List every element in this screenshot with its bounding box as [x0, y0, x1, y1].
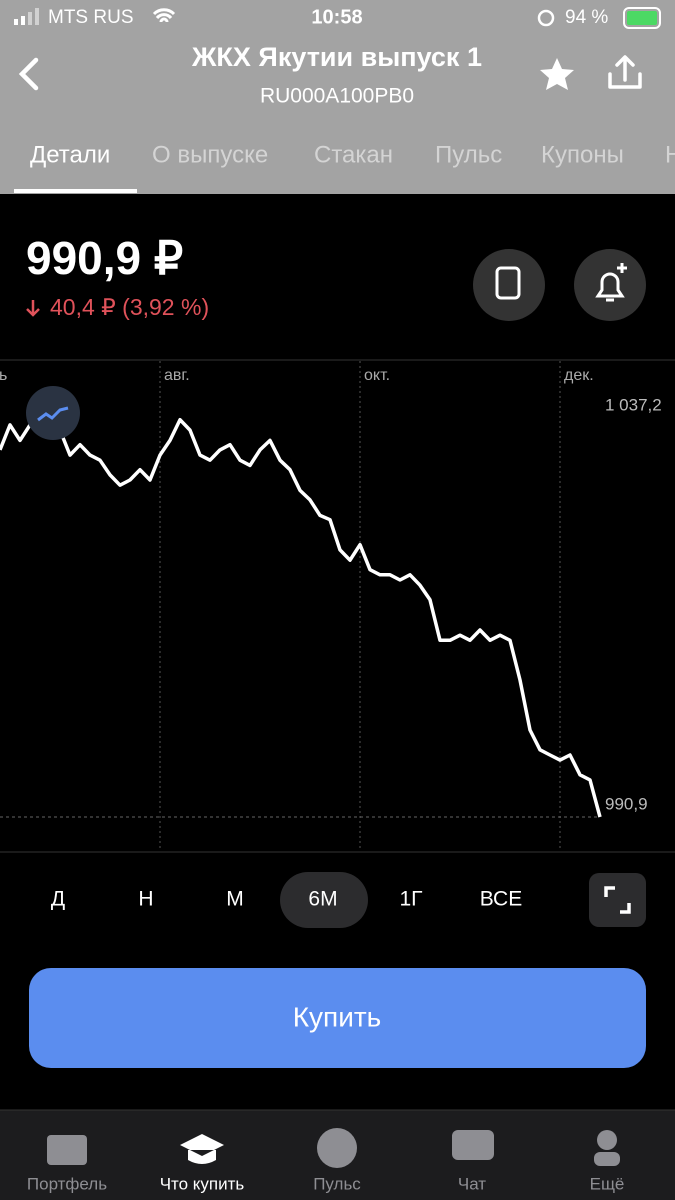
share-button[interactable] [608, 55, 642, 89]
x-tick-label: дек. [564, 367, 594, 384]
nav-item[interactable]: Чат [458, 1174, 486, 1193]
y-tick-label: 990,9 [605, 794, 648, 813]
x-tick-label: ь [0, 367, 7, 384]
buy-button[interactable] [29, 968, 646, 1068]
period-button[interactable]: ВСЕ [480, 888, 522, 911]
price-line [0, 416, 602, 818]
battery-icon [623, 7, 661, 29]
alert-button[interactable] [574, 249, 646, 321]
alert-icon [595, 263, 627, 302]
wifi-icon [152, 8, 176, 23]
price: 990,9 ₽ [26, 232, 183, 284]
title: ЖКХ Якутии выпуск 1 [191, 42, 482, 72]
periods: Д Н М 6М 1Г ВСЕ [51, 888, 522, 911]
nav-item[interactable]: Портфель [27, 1174, 107, 1193]
x-tick-label: окт. [364, 367, 390, 384]
down-arrow [26, 300, 40, 317]
buy-label: Купить [293, 1001, 382, 1032]
indicator-button[interactable] [26, 386, 80, 440]
tabs: Детали О выпуске Стакан Пульс Купоны Н [30, 141, 675, 168]
nav-item[interactable]: Ещё [590, 1174, 625, 1193]
period-button[interactable]: 1Г [399, 888, 422, 911]
price-chart: ь авг. окт. дек. 990,9 1 037,2 [0, 361, 662, 851]
fullscreen-button[interactable] [589, 873, 646, 927]
nav-icons [47, 1128, 620, 1168]
back-button[interactable] [18, 57, 39, 91]
header-bg [0, 0, 675, 194]
isin: RU000A100PB0 [260, 85, 414, 108]
nav: Портфель Что купить Пульс Чат Ещё [27, 1174, 624, 1193]
nav-item[interactable]: Пульс [313, 1174, 361, 1193]
favorite-button[interactable] [540, 58, 574, 90]
x-tick-label: авг. [164, 367, 190, 384]
alarm-icon [537, 9, 555, 27]
period-button[interactable]: М [226, 888, 244, 911]
period-button[interactable]: Д [51, 888, 65, 911]
price-change: 40,4 ₽ (3,92 %) [50, 294, 209, 320]
tab[interactable]: Детали [30, 141, 110, 168]
notes-icon [495, 266, 521, 300]
y-tick-label: 1 037,2 [605, 395, 662, 414]
tab[interactable]: Купоны [541, 141, 624, 168]
clock: 10:58 [311, 6, 362, 28]
tab[interactable]: Стакан [314, 141, 393, 168]
carrier: MTS RUS [48, 7, 134, 28]
battery-level: 94 % [565, 7, 608, 28]
period-button[interactable]: 6М [308, 888, 337, 911]
battery-fill [627, 11, 657, 25]
nav-item[interactable]: Что купить [160, 1174, 245, 1193]
period-selected-bg [280, 872, 368, 928]
period-button[interactable]: Н [138, 888, 153, 911]
tab[interactable]: О выпуске [152, 141, 268, 168]
tab[interactable]: Н [665, 141, 675, 168]
signal [14, 8, 39, 25]
tab-indicator [14, 189, 137, 193]
notes-button[interactable] [473, 249, 545, 321]
indicator-icon [37, 406, 69, 422]
fullscreen-icon [604, 886, 631, 914]
tab[interactable]: Пульс [435, 141, 502, 168]
